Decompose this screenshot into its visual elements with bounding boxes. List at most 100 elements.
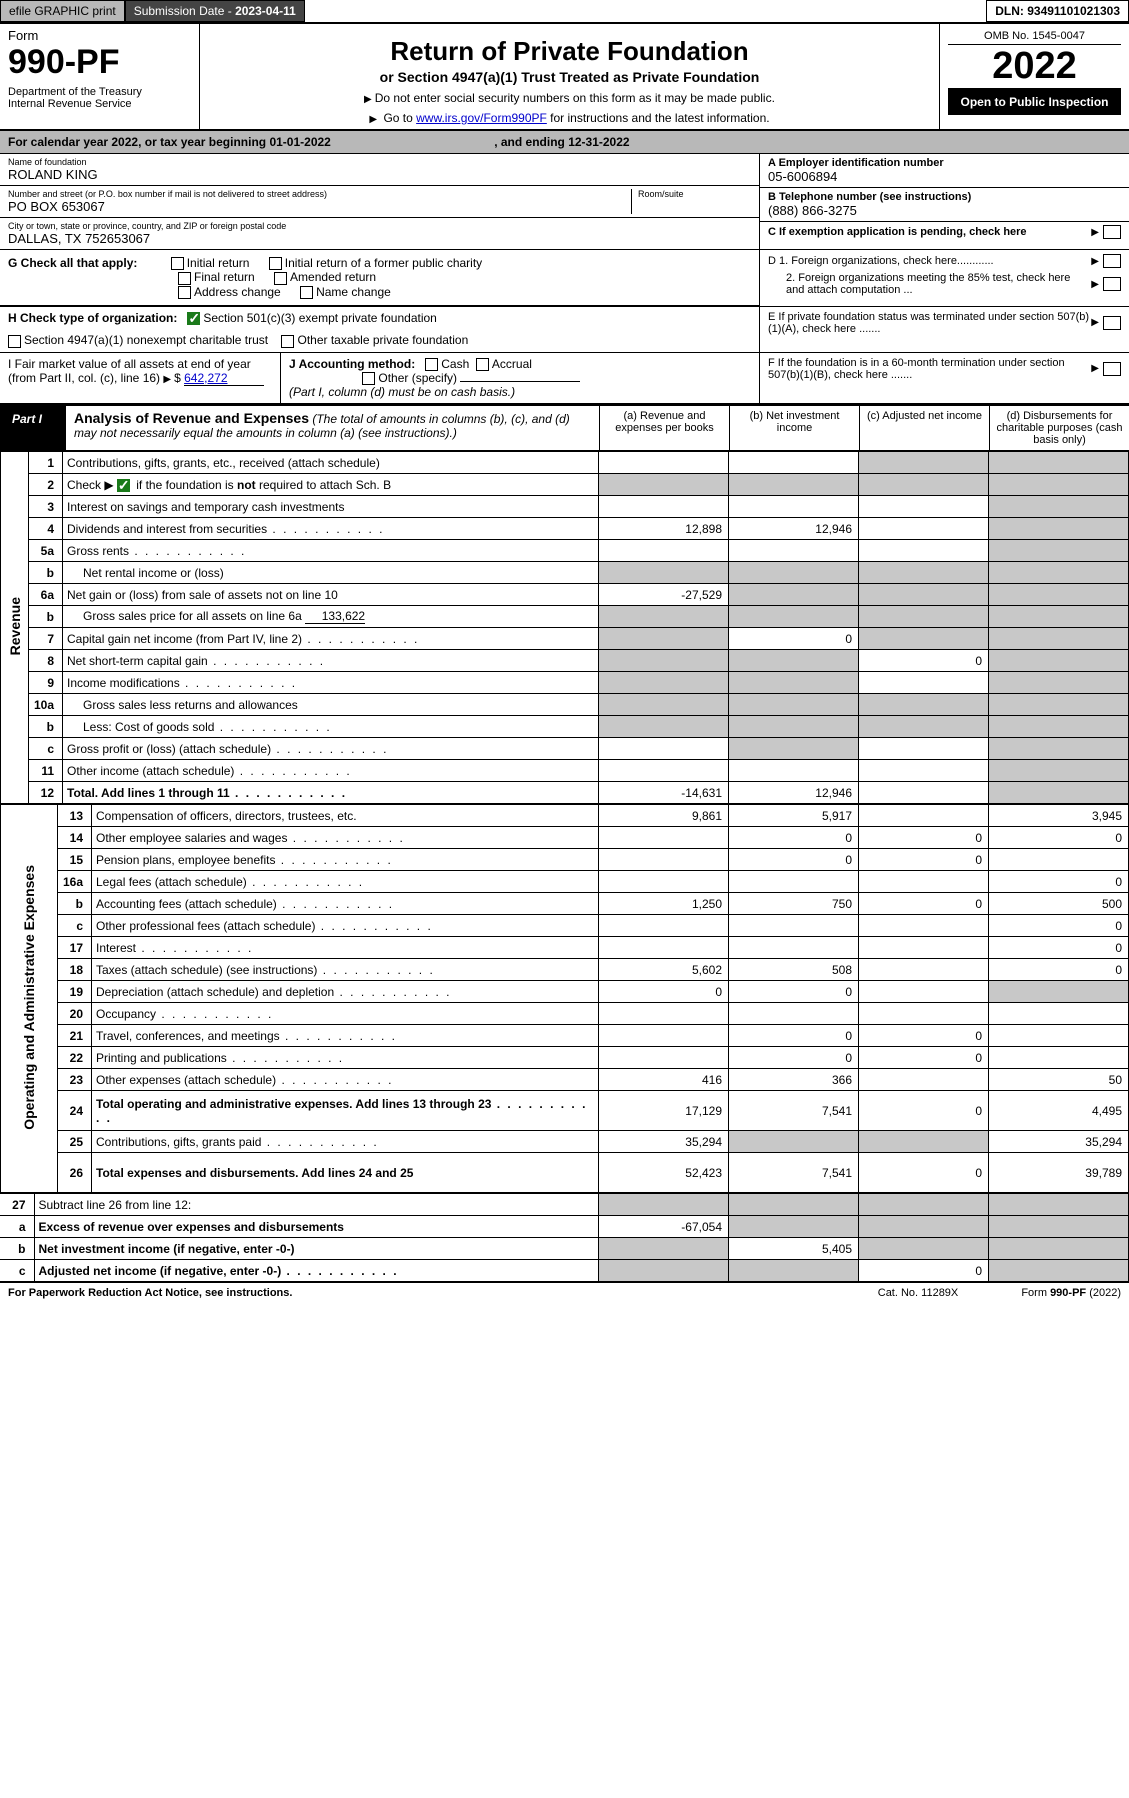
dln: DLN: 93491101021303 [986, 0, 1129, 22]
cell [989, 1238, 1129, 1260]
cell: 366 [729, 1069, 859, 1091]
cell [599, 452, 729, 474]
row-num: 22 [58, 1047, 92, 1069]
room-label: Room/suite [638, 189, 751, 199]
j-other[interactable]: Other (specify) [362, 371, 457, 385]
table-row: 22 Printing and publications 00 [1, 1047, 1129, 1069]
cell [859, 496, 989, 518]
form-title: Return of Private Foundation [208, 36, 931, 67]
d2-checkbox[interactable] [1103, 277, 1121, 291]
f-checkbox[interactable] [1103, 362, 1121, 376]
h-opt-501c3[interactable]: Section 501(c)(3) exempt private foundat… [187, 311, 436, 325]
table-row: b Net rental income or (loss) [1, 562, 1129, 584]
cell [599, 760, 729, 782]
table-row: b Less: Cost of goods sold [1, 716, 1129, 738]
j-accrual[interactable]: Accrual [476, 357, 532, 371]
phone-label: B Telephone number (see instructions) [768, 191, 1121, 203]
page-footer: For Paperwork Reduction Act Notice, see … [0, 1282, 1129, 1303]
cell: 0 [859, 1047, 989, 1069]
city-label: City or town, state or province, country… [8, 221, 751, 231]
c-checkbox[interactable] [1103, 225, 1121, 239]
foundation-name: Name of foundation ROLAND KING [0, 154, 759, 186]
row-num: 2 [29, 474, 63, 496]
row-num: c [58, 915, 92, 937]
row-num: b [29, 606, 63, 628]
row-num: b [29, 562, 63, 584]
col-c-header: (c) Adjusted net income [859, 406, 989, 450]
cell [729, 915, 859, 937]
row-desc: Travel, conferences, and meetings [92, 1025, 599, 1047]
cell [989, 1025, 1129, 1047]
row-desc: Compensation of officers, directors, tru… [92, 805, 599, 827]
cell: 0 [859, 1153, 989, 1193]
cell [729, 1194, 859, 1216]
table-row: 11 Other income (attach schedule) [1, 760, 1129, 782]
g-opt-name[interactable]: Name change [300, 285, 391, 299]
table-row: 23 Other expenses (attach schedule) 4163… [1, 1069, 1129, 1091]
row-num: 24 [58, 1091, 92, 1131]
row-num: 23 [58, 1069, 92, 1091]
row-num: 9 [29, 672, 63, 694]
g-opt-amended[interactable]: Amended return [274, 270, 376, 284]
cell [729, 716, 859, 738]
efile-print-button[interactable]: efile GRAPHIC print [0, 0, 125, 22]
g-opt-final[interactable]: Final return [178, 270, 255, 284]
dln-label: DLN: [995, 4, 1027, 18]
cell [859, 562, 989, 584]
d1-checkbox[interactable] [1103, 254, 1121, 268]
footer-form: Form 990-PF (2022) [1021, 1287, 1121, 1299]
cell [989, 1003, 1129, 1025]
row-num: 11 [29, 760, 63, 782]
cell [859, 1131, 989, 1153]
row-num: 3 [29, 496, 63, 518]
ein-row: A Employer identification number 05-6006… [760, 154, 1129, 188]
table-row: 4 Dividends and interest from securities… [1, 518, 1129, 540]
cell: 0 [599, 981, 729, 1003]
cell [859, 716, 989, 738]
addr-value: PO BOX 653067 [8, 199, 631, 214]
table-row: c Other professional fees (attach schedu… [1, 915, 1129, 937]
city-row: City or town, state or province, country… [0, 218, 759, 249]
cell [989, 1260, 1129, 1282]
cell [599, 871, 729, 893]
form-url-link[interactable]: www.irs.gov/Form990PF [416, 111, 547, 125]
i-value[interactable]: 642,272 [184, 371, 264, 386]
cell [599, 650, 729, 672]
cell [599, 672, 729, 694]
cell: 750 [729, 893, 859, 915]
part1-header: Part I Analysis of Revenue and Expenses … [0, 405, 1129, 451]
ein-value: 05-6006894 [768, 169, 1121, 184]
table-row: 12 Total. Add lines 1 through 11 -14,631… [1, 782, 1129, 804]
e-checkbox[interactable] [1103, 316, 1121, 330]
table-row: Revenue 1 Contributions, gifts, grants, … [1, 452, 1129, 474]
f-label: F If the foundation is in a 60-month ter… [768, 357, 1091, 381]
cell [729, 584, 859, 606]
cell [989, 584, 1129, 606]
cell [859, 452, 989, 474]
cell [859, 584, 989, 606]
row-desc: Interest on savings and temporary cash i… [63, 496, 599, 518]
cell: 508 [729, 959, 859, 981]
cell: 50 [989, 1069, 1129, 1091]
form-number: Form 990-PF [8, 28, 191, 82]
calendar-year-row: For calendar year 2022, or tax year begi… [0, 131, 1129, 154]
g-section: G Check all that apply: Initial return I… [0, 250, 1129, 307]
table-row: 5a Gross rents [1, 540, 1129, 562]
cell: 5,405 [729, 1238, 859, 1260]
table-row: 7 Capital gain net income (from Part IV,… [1, 628, 1129, 650]
cell: 12,898 [599, 518, 729, 540]
row-desc: Gross profit or (loss) (attach schedule) [63, 738, 599, 760]
row-desc: Check ▶ if the foundation is not require… [63, 474, 599, 496]
g-opt-initial[interactable]: Initial return [171, 256, 250, 270]
row-num: 27 [0, 1194, 34, 1216]
h-opt-other-taxable[interactable]: Other taxable private foundation [281, 333, 468, 347]
g-opt-former[interactable]: Initial return of a former public charit… [269, 256, 482, 270]
h-opt-4947[interactable]: Section 4947(a)(1) nonexempt charitable … [8, 333, 268, 347]
cell [859, 871, 989, 893]
cell [729, 871, 859, 893]
cell [599, 915, 729, 937]
g-opt-address[interactable]: Address change [178, 285, 281, 299]
dln-value: 93491101021303 [1027, 4, 1120, 18]
j-cash[interactable]: Cash [425, 357, 469, 371]
row-desc: Net investment income (if negative, ente… [34, 1238, 599, 1260]
